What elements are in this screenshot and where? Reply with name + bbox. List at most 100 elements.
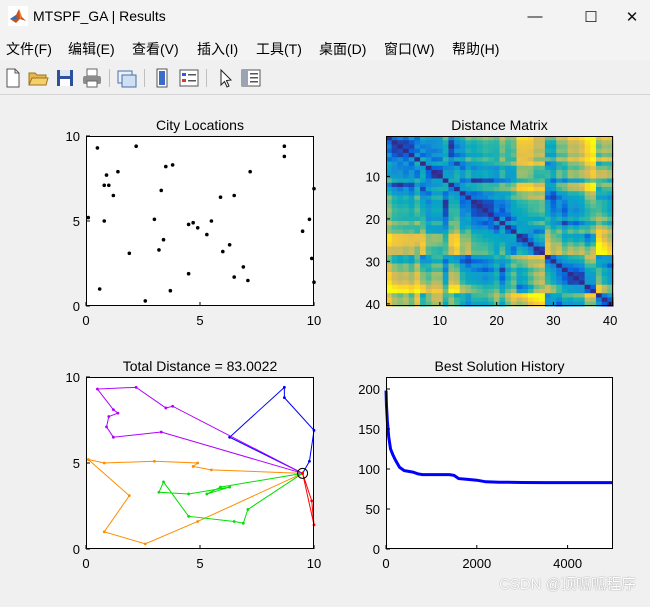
menu-file[interactable]: 文件(F) xyxy=(6,41,52,57)
colorbar-icon[interactable] xyxy=(151,67,173,89)
menu-insert[interactable]: 插入(I) xyxy=(197,41,239,57)
matrix-cell xyxy=(454,161,461,167)
matrix-cell xyxy=(601,255,608,260)
link-icon[interactable] xyxy=(116,67,138,89)
matrix-cell xyxy=(601,263,608,269)
y-tick-label: 150 xyxy=(358,422,380,437)
matrix-cell xyxy=(510,229,518,235)
x-tick-label: 10 xyxy=(307,313,321,328)
matrix-cell xyxy=(459,229,467,235)
matrix-cell xyxy=(420,174,427,180)
matrix-cell xyxy=(527,170,535,175)
matrix-cell xyxy=(476,148,484,154)
matrix-cell xyxy=(499,242,506,248)
print-icon[interactable] xyxy=(81,67,103,89)
matrix-cell xyxy=(556,221,563,226)
menu-view[interactable]: 查看(V) xyxy=(132,41,179,57)
matrix-cell xyxy=(431,140,438,146)
matrix-cell xyxy=(578,148,586,154)
matrix-cell xyxy=(556,174,563,180)
matrix-cell xyxy=(471,301,478,307)
matrix-cell xyxy=(459,293,467,299)
matrix-cell xyxy=(397,238,404,243)
matrix-cell xyxy=(386,229,393,235)
matrix-cell xyxy=(578,259,586,265)
matrix-cell xyxy=(533,293,540,299)
matrix-cell xyxy=(510,297,518,303)
matrix-cell xyxy=(516,148,523,154)
matrix-cell xyxy=(459,225,467,231)
matrix-cell xyxy=(442,144,450,150)
menu-window[interactable]: 窗口(W) xyxy=(384,41,435,57)
matrix-cell xyxy=(454,233,461,239)
matrix-cell xyxy=(431,242,438,248)
open-icon[interactable] xyxy=(27,67,49,89)
matrix-cell xyxy=(454,170,461,175)
matrix-cell xyxy=(420,297,427,303)
matrix-cell xyxy=(397,148,404,154)
matrix-cell xyxy=(533,204,540,209)
matrix-cell xyxy=(471,267,478,273)
matrix-cell xyxy=(476,238,484,243)
menu-edit[interactable]: 编辑(E) xyxy=(68,41,115,57)
matrix-cell xyxy=(584,182,591,188)
menu-help[interactable]: 帮助(H) xyxy=(452,41,500,57)
matrix-cell xyxy=(510,144,518,150)
matrix-cell xyxy=(527,272,535,277)
matrix-cell xyxy=(505,157,512,163)
matrix-cell xyxy=(595,297,603,303)
matrix-cell xyxy=(499,199,506,205)
matrix-cell xyxy=(414,255,421,260)
matrix-cell xyxy=(601,148,608,154)
new-figure-icon[interactable] xyxy=(2,67,24,89)
matrix-cell xyxy=(590,259,597,265)
matrix-cell xyxy=(386,182,393,188)
menu-tools[interactable]: 工具(T) xyxy=(256,41,302,57)
save-icon[interactable] xyxy=(54,67,76,89)
matrix-cell xyxy=(403,280,410,286)
pointer-icon[interactable] xyxy=(214,67,236,89)
matrix-cell xyxy=(420,187,427,192)
matrix-cell xyxy=(397,212,404,218)
matrix-cell xyxy=(437,208,444,214)
matrix-cell xyxy=(527,276,535,282)
matrix-cell xyxy=(539,233,546,239)
matrix-cell xyxy=(578,289,586,294)
matrix-cell xyxy=(397,293,404,299)
close-button[interactable]: ✕ xyxy=(614,0,650,33)
matrix-cell xyxy=(448,136,455,141)
matrix-cell xyxy=(471,225,478,231)
minimize-button[interactable]: — xyxy=(512,0,558,33)
city-point xyxy=(170,163,175,167)
y-tick-label: 0 xyxy=(373,542,380,557)
matrix-cell xyxy=(584,165,591,171)
matrix-cell xyxy=(397,178,404,184)
matrix-cell xyxy=(448,187,455,192)
route-point xyxy=(116,411,120,415)
matrix-cell xyxy=(448,297,455,303)
matrix-cell xyxy=(556,136,563,141)
matrix-cell xyxy=(590,187,597,192)
matrix-cell xyxy=(448,208,455,214)
matrix-cell xyxy=(448,280,455,286)
matrix-cell xyxy=(442,293,450,299)
matrix-cell xyxy=(505,272,512,277)
matrix-cell xyxy=(601,246,608,252)
property-editor-icon[interactable] xyxy=(240,67,262,89)
matrix-cell xyxy=(533,276,540,282)
maximize-button[interactable]: ☐ xyxy=(568,0,614,33)
matrix-cell xyxy=(544,182,552,188)
toolbar-separator xyxy=(206,69,207,87)
matrix-cell xyxy=(544,284,552,290)
legend-icon[interactable] xyxy=(178,67,200,89)
matrix-cell xyxy=(556,255,563,260)
matrix-cell xyxy=(510,170,518,175)
matrix-cell xyxy=(391,199,398,205)
matrix-cell xyxy=(522,144,529,150)
matrix-cell xyxy=(544,259,552,265)
matrix-cell xyxy=(397,297,404,303)
menu-desktop[interactable]: 桌面(D) xyxy=(319,41,367,57)
matrix-cell xyxy=(408,140,415,146)
matrix-cell xyxy=(471,165,478,171)
matrix-cell xyxy=(437,233,444,239)
